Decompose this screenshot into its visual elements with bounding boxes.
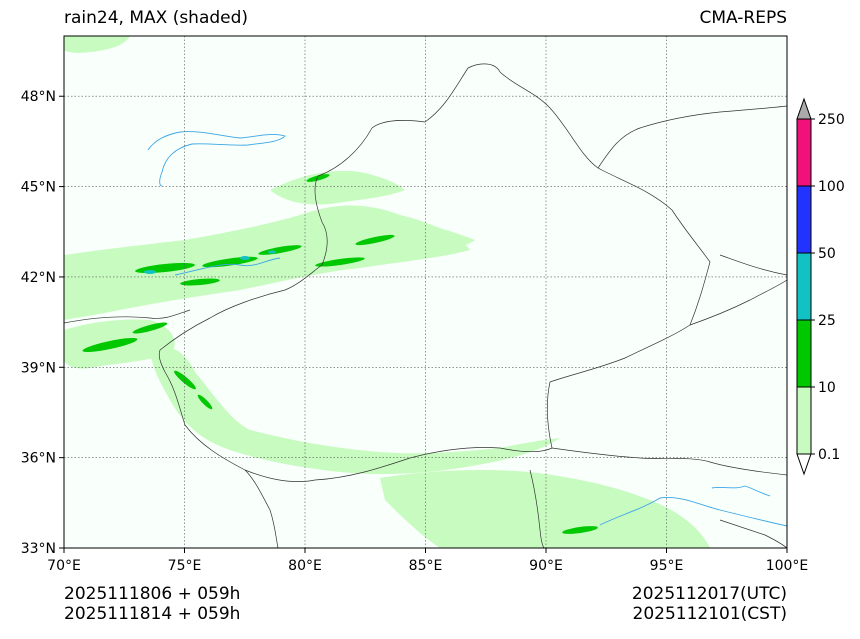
colorbar-label: 0.1: [818, 447, 840, 463]
lat-tick-label: 42°N: [21, 270, 56, 286]
border-tibet-qinghai: [551, 447, 787, 476]
colorbar-label: 100: [818, 179, 845, 195]
lon-tick-label: 100°E: [766, 558, 809, 574]
river-yangtze-source: [599, 497, 787, 527]
border-sichuan: [719, 519, 787, 548]
border-xinjiang-outline: [158, 63, 711, 483]
colorbar-over-triangle: [796, 97, 812, 120]
longitude-axis: 70°E 75°E 80°E 85°E 90°E 95°E 100°E: [47, 548, 808, 574]
init-time-cst: 2025111814 + 059h: [64, 604, 241, 624]
lon-tick-label: 95°E: [650, 558, 684, 574]
border-mongolia: [597, 105, 787, 169]
border-kashmir: [244, 469, 279, 548]
rain-area-tibet-south: [380, 470, 710, 548]
colorbar-label: 10: [818, 380, 836, 396]
border-gansu-north: [719, 254, 787, 276]
lon-tick-label: 90°E: [529, 558, 563, 574]
lon-tick-label: 70°E: [47, 558, 81, 574]
init-times: 2025111806 + 059h 2025111814 + 059h: [64, 584, 240, 624]
colorbar-segment: [796, 118, 812, 187]
colorbar-segment: [796, 386, 812, 455]
lon-tick-label: 85°E: [409, 558, 443, 574]
colorbar-label: 25: [818, 313, 836, 329]
rain-area-west-tianshan: [64, 205, 470, 320]
latitude-axis: 33°N 36°N 39°N 42°N 45°N 48°N: [21, 89, 64, 557]
valid-time-cst: 2025112101(CST): [632, 604, 787, 624]
map-title: rain24, MAX (shaded): [64, 8, 249, 28]
lat-tick-label: 36°N: [21, 451, 56, 467]
init-time-utc: 2025111806 + 059h: [64, 584, 241, 604]
colorbar-segment: [796, 319, 812, 388]
colorbar-under-triangle: [796, 453, 812, 476]
colorbar-label: 250: [818, 112, 845, 128]
lon-tick-label: 75°E: [168, 558, 202, 574]
lake-balkhash: [147, 131, 286, 187]
rain-area-north-dzungaria: [270, 170, 405, 205]
colorbar-segment: [796, 185, 812, 254]
colorbar-segment: [796, 252, 812, 321]
valid-times: 2025112017(UTC) 2025112101(CST): [632, 584, 787, 624]
valid-time-utc: 2025112017(UTC): [631, 584, 787, 604]
heavy-rain-spots: [144, 250, 276, 274]
colorbar-label: 50: [818, 246, 836, 262]
lat-tick-label: 39°N: [21, 360, 56, 376]
border-tibet-east: [529, 469, 545, 548]
border-gansu-qinghai: [689, 279, 787, 326]
lat-tick-label: 48°N: [21, 89, 56, 105]
rain-area-northwest-corner: [64, 36, 130, 53]
border-kyrgyz-tajik: [64, 309, 191, 324]
colorbar: 0.1 10 25 50 100 250: [796, 97, 845, 476]
lon-tick-label: 80°E: [288, 558, 322, 574]
lat-tick-label: 33°N: [21, 541, 56, 557]
rain-area-east-tianshan: [408, 220, 475, 248]
rain-area-kunlun-west: [150, 346, 560, 475]
country-borders: [64, 63, 787, 548]
light-rain-areas: [64, 36, 710, 548]
river-east: [711, 485, 771, 497]
gridlines: [64, 36, 787, 548]
model-name: CMA-REPS: [699, 8, 787, 28]
lat-tick-label: 45°N: [21, 180, 56, 196]
river-ili: [174, 257, 281, 276]
rivers: [147, 131, 787, 527]
